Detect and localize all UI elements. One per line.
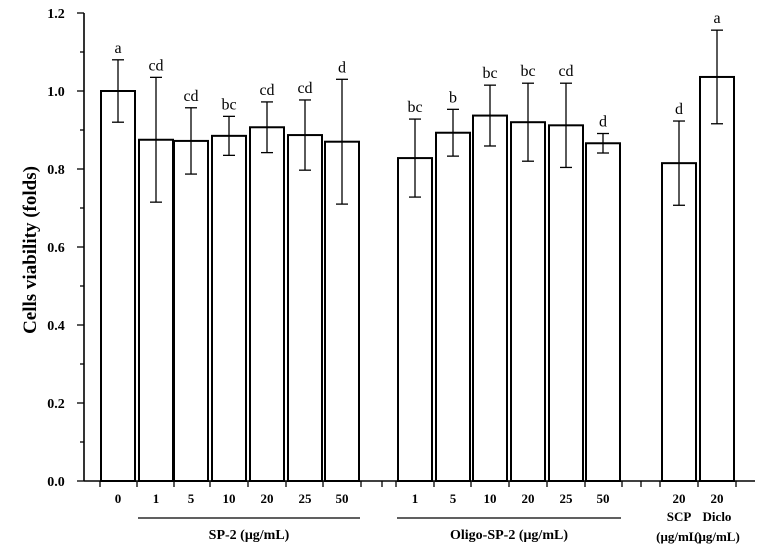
error-bar	[223, 115, 235, 157]
y-tick-label: 0.2	[47, 397, 65, 412]
treatment-label: (μg/mL)	[694, 529, 740, 544]
error-bar	[299, 99, 311, 171]
error-bar	[560, 82, 572, 169]
y-tick-label: 0.4	[47, 319, 65, 334]
category-label: 10	[484, 491, 497, 506]
y-axis-label: Cells viability (folds)	[20, 166, 41, 334]
error-bar	[261, 101, 273, 154]
category-label: 25	[560, 491, 574, 506]
significance-label: a	[114, 40, 121, 57]
bar	[211, 134, 247, 482]
error-bar	[711, 29, 723, 125]
category-label: 0	[115, 491, 122, 506]
significance-label: bc	[520, 63, 535, 80]
group-label: SP-2 (μg/mL)	[209, 528, 290, 543]
bar	[699, 75, 735, 483]
category-label: 1	[412, 491, 419, 506]
y-tick-label: 1.0	[47, 85, 65, 100]
significance-label: cd	[259, 82, 274, 99]
bar	[585, 142, 621, 482]
bar	[249, 126, 285, 483]
category-label: 20	[261, 491, 274, 506]
significance-label: cd	[183, 88, 198, 105]
category-label: 5	[450, 491, 457, 506]
category-label: 20	[711, 491, 724, 506]
category-label: 1	[153, 491, 160, 506]
significance-label: cd	[558, 63, 573, 80]
error-bar	[185, 107, 197, 175]
bar	[472, 114, 508, 482]
category-label: 25	[299, 491, 313, 506]
error-bar	[447, 108, 459, 157]
category-label: 10	[223, 491, 236, 506]
category-label: 20	[673, 491, 686, 506]
significance-label: bc	[407, 99, 422, 116]
error-bar	[112, 59, 124, 123]
bar	[661, 162, 697, 482]
group-label: Oligo-SP-2 (μg/mL)	[450, 528, 568, 543]
treatment-label: SCP	[667, 509, 692, 524]
treatment-label: Diclo	[703, 509, 732, 524]
significance-label: b	[449, 89, 457, 106]
significance-label: cd	[297, 80, 312, 97]
treatment-label: (μg/mL)	[656, 529, 702, 544]
category-label: 50	[336, 491, 349, 506]
significance-label: cd	[148, 57, 163, 74]
error-bar	[597, 132, 609, 154]
significance-label: bc	[221, 96, 236, 113]
error-bar	[484, 84, 496, 147]
significance-label: d	[675, 101, 683, 118]
y-tick-label: 0.8	[47, 163, 65, 178]
significance-label: bc	[482, 65, 497, 82]
significance-label: a	[713, 10, 720, 27]
y-tick-label: 0.6	[47, 241, 65, 256]
bar	[173, 139, 209, 482]
bar	[435, 131, 471, 482]
y-tick-label: 1.2	[47, 7, 65, 22]
category-label: 20	[522, 491, 535, 506]
bar	[397, 157, 433, 483]
category-label: 50	[597, 491, 610, 506]
y-tick-label: 0.0	[47, 475, 65, 490]
significance-label: d	[338, 59, 346, 76]
category-label: 5	[188, 491, 195, 506]
bar	[100, 90, 136, 482]
error-bar	[409, 118, 421, 198]
error-bar	[522, 82, 534, 162]
bar	[287, 134, 323, 482]
bars-layer	[100, 29, 735, 483]
bar	[510, 121, 546, 482]
significance-label: d	[599, 114, 607, 131]
error-bar	[336, 78, 348, 205]
bar	[548, 124, 584, 482]
error-bar	[150, 76, 162, 203]
labels-layer: a 0 cd 1 cd 5 bc 10 cd 20 cd 25 d 50 bc 1 b 5 bc 10 bc 20 cd 25…	[47, 7, 740, 544]
axes-layer	[77, 12, 755, 519]
error-bar	[673, 120, 685, 206]
